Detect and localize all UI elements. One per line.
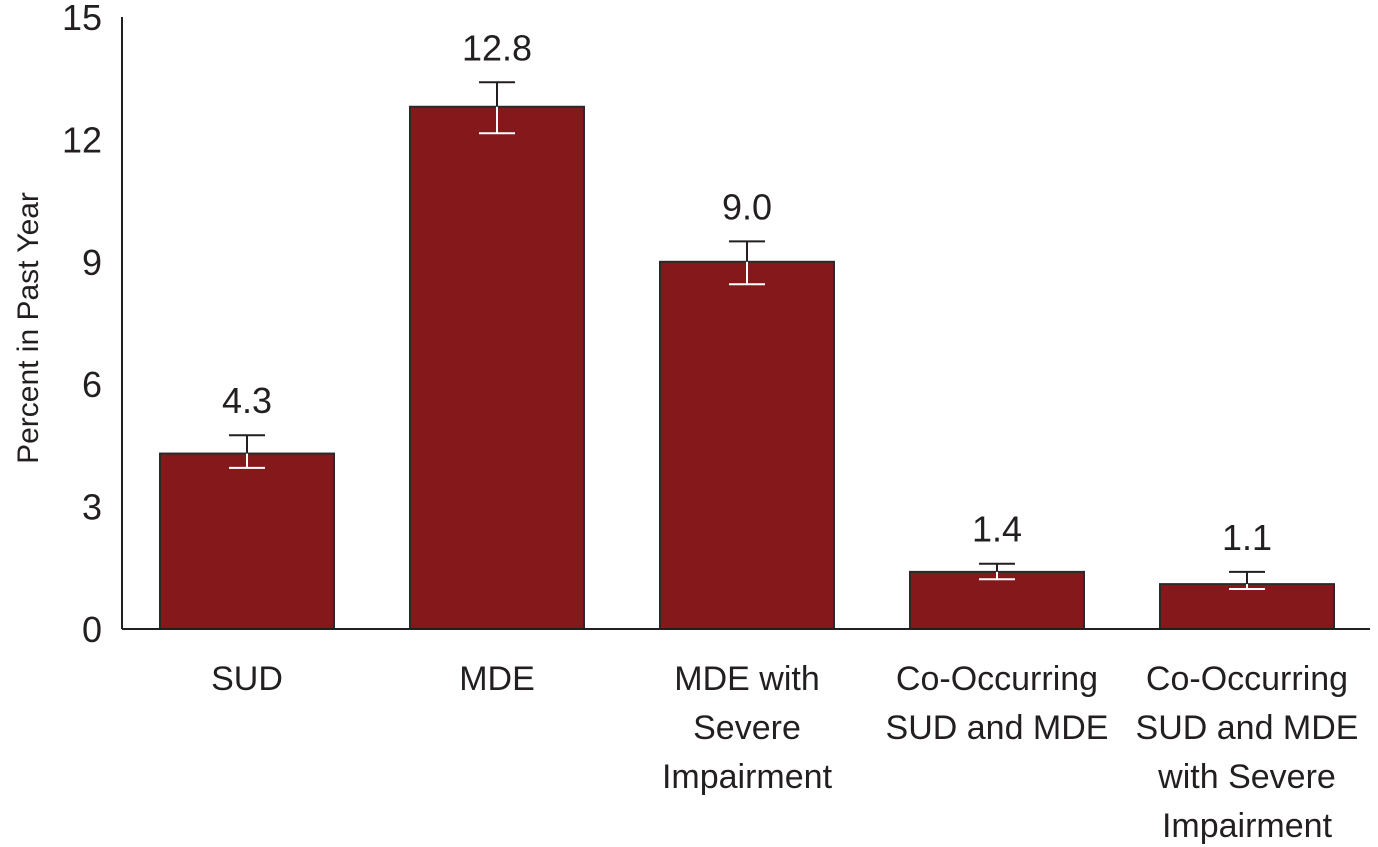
category-label-line: Co-Occurring: [896, 660, 1098, 698]
error-bar: [479, 81, 515, 135]
bar: [409, 105, 585, 630]
error-bar: [729, 240, 765, 286]
category-labels: SUD MDE MDE with Severe ImpairmentCo-Occurri…: [211, 660, 1358, 845]
y-tick-labels: 0 3 6 9 12 15: [62, 0, 102, 650]
y-tick-label: 6: [82, 364, 102, 405]
category-label-line: MDE with: [674, 660, 819, 698]
y-tick-label: 0: [82, 609, 102, 650]
bar: [159, 452, 335, 630]
category-label-line: with Severe: [1157, 758, 1336, 796]
category-label-line: Severe: [693, 709, 801, 747]
y-axis-title: Percent in Past Year: [12, 192, 45, 464]
category-label-line: Impairment: [662, 758, 833, 796]
category-label: Co-Occurring SUD and MDE with Severe Impair…: [1136, 660, 1359, 845]
y-tick-label: 9: [82, 242, 102, 283]
error-bars: [229, 81, 1265, 591]
error-bar: [229, 434, 265, 469]
error-bar: [1229, 570, 1265, 591]
y-tick-label: 12: [62, 119, 102, 160]
value-label: 1.4: [972, 509, 1022, 550]
bar: [659, 260, 835, 630]
y-tick-label: 3: [82, 487, 102, 528]
category-label: MDE: [459, 660, 535, 698]
bar: [909, 570, 1085, 631]
value-labels: 4.3 12.8 9.0 1.4 1.1: [222, 27, 1272, 558]
category-label: Co-Occurring SUD and MDE: [886, 660, 1109, 747]
category-label: MDE with Severe Impairment: [662, 660, 833, 796]
value-label: 9.0: [722, 186, 772, 227]
category-label-line: SUD and MDE: [886, 709, 1109, 747]
bars: [159, 105, 1335, 631]
category-label-line: SUD and MDE: [1136, 709, 1359, 747]
category-label: SUD: [211, 660, 283, 698]
category-label-line: Co-Occurring: [1146, 660, 1348, 698]
category-label-line: MDE: [459, 660, 535, 698]
category-label-line: SUD: [211, 660, 283, 698]
value-label: 12.8: [462, 27, 532, 68]
value-label: 4.3: [222, 380, 272, 421]
value-label: 1.1: [1222, 517, 1272, 558]
y-tick-label: 15: [62, 0, 102, 38]
bar: [1159, 583, 1335, 630]
category-label-line: Impairment: [1162, 807, 1333, 845]
error-bar: [979, 562, 1015, 581]
